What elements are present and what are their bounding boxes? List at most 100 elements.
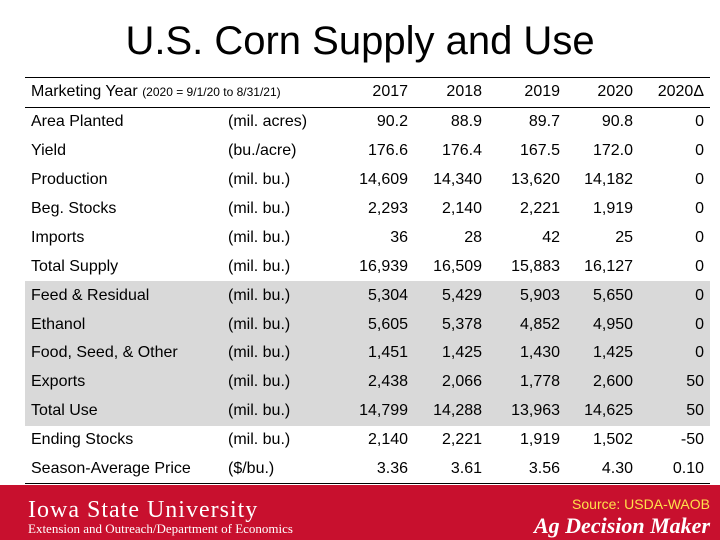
table-row: Ethanol (mil. bu.) 5,605 5,378 4,852 4,950 0 — [25, 310, 711, 340]
value-cell: 14,340 — [433, 171, 483, 189]
row-label: Food, Seed, & Other — [25, 339, 222, 368]
value-cell: 4,852 — [488, 310, 567, 340]
value-cell: 2,438 — [339, 367, 415, 397]
row-unit: (bu./acre) — [228, 142, 297, 160]
page-title: U.S. Corn Supply and Use — [125, 19, 595, 63]
value-cell: 90.8 — [601, 113, 634, 131]
table-row: Exports (mil. bu.) 2,438 2,066 1,778 2,600 50 — [25, 367, 711, 397]
row-unit: (mil. bu.) — [222, 396, 340, 426]
table-row: Season-Average Price ($/bu.) 3.36 3.61 3.56 4… — [25, 455, 711, 484]
value-cell: 50 — [639, 396, 711, 426]
table-row: Beg. Stocks (mil. bu.) 2,293 2,140 2,221 1,91… — [25, 195, 710, 224]
value-cell: 1,919 — [592, 200, 634, 217]
value-cell: 0 — [639, 281, 711, 311]
year-header: 2019 — [524, 83, 561, 101]
value-cell: 0 — [695, 171, 705, 189]
value-cell: 13,963 — [488, 396, 567, 426]
value-cell: 50 — [639, 367, 711, 397]
value-cell: 14,182 — [584, 171, 634, 189]
value-cell: 16,509 — [433, 257, 483, 275]
value-cell: 5,903 — [488, 281, 567, 311]
row-unit: (mil. bu.) — [222, 310, 340, 340]
table-row: Feed & Residual (mil. bu.) 5,304 5,429 5,903… — [25, 281, 711, 311]
value-cell: 14,625 — [566, 396, 640, 426]
value-cell: 1,778 — [488, 367, 567, 397]
table-row: Yield (bu./acre) 176.6 176.4 167.5 172.0 0 — [25, 137, 710, 166]
value-cell: 1,430 — [488, 339, 567, 368]
footer-bar — [0, 485, 720, 540]
marketing-year-label: Marketing Year — [31, 83, 138, 101]
value-cell: 1,919 — [519, 431, 561, 449]
marketing-year-header: Marketing Year (2020 = 9/1/20 to 8/31/21… — [25, 78, 339, 108]
table-row: Total Supply (mil. bu.) 16,939 16,509 15,883… — [25, 252, 710, 281]
value-cell: 2,140 — [441, 200, 483, 217]
value-cell: 28 — [464, 228, 483, 246]
value-cell: 0 — [639, 310, 711, 340]
row-label: Total Supply — [31, 257, 119, 275]
value-cell: 25 — [615, 228, 634, 246]
year-header: 2017 — [372, 83, 409, 101]
row-label: Beg. Stocks — [31, 200, 117, 217]
row-label: Area Planted — [31, 113, 124, 131]
value-cell: 2,293 — [367, 200, 409, 217]
value-cell: 14,609 — [359, 171, 409, 189]
table-row: Ending Stocks (mil. bu.) 2,140 2,221 1,919 1,… — [25, 426, 710, 455]
value-cell: 16,939 — [359, 257, 409, 275]
brand-logo: Ag Decision Maker — [534, 513, 710, 538]
value-cell: 90.2 — [376, 113, 409, 131]
value-cell: 16,127 — [584, 257, 634, 275]
value-cell: 0 — [695, 200, 705, 217]
value-cell: 176.4 — [441, 142, 483, 160]
row-label: Imports — [31, 228, 85, 246]
value-cell: 1,425 — [566, 339, 640, 368]
value-cell: 3.61 — [450, 460, 483, 478]
value-cell: 0 — [695, 142, 705, 160]
row-label: Season-Average Price — [31, 460, 191, 478]
value-cell: 176.6 — [367, 142, 409, 160]
value-cell: 0.10 — [672, 460, 705, 478]
table-row: Total Use (mil. bu.) 14,799 14,288 13,963 14,… — [25, 396, 711, 426]
row-unit: (mil. bu.) — [222, 339, 340, 368]
value-cell: 15,883 — [511, 257, 561, 275]
value-cell: 3.56 — [528, 460, 561, 478]
value-cell: 2,600 — [566, 367, 640, 397]
value-cell: 5,605 — [339, 310, 415, 340]
value-cell: 5,650 — [566, 281, 640, 311]
table-row: Area Planted (mil. acres) 90.2 88.9 89.7 90.8… — [25, 107, 710, 136]
table-row: Food, Seed, & Other (mil. bu.) 1,451 1,425 1… — [25, 339, 711, 368]
value-cell: 5,378 — [414, 310, 489, 340]
row-label: Production — [31, 171, 108, 189]
value-cell: 36 — [390, 228, 409, 246]
year-header: 2020 — [597, 83, 634, 101]
row-unit: ($/bu.) — [228, 460, 275, 478]
value-cell: 0 — [695, 228, 705, 246]
value-cell: 88.9 — [450, 113, 483, 131]
value-cell: -50 — [680, 431, 705, 449]
row-unit: (mil. bu.) — [222, 367, 340, 397]
university-logo: Iowa State University — [28, 497, 259, 523]
table-header-row: Marketing Year (2020 = 9/1/20 to 8/31/21… — [25, 77, 711, 108]
value-cell: 4,950 — [566, 310, 640, 340]
row-label: Total Use — [25, 396, 222, 426]
value-cell: 2,221 — [441, 431, 483, 449]
value-cell: 2,066 — [414, 367, 489, 397]
row-label: Exports — [25, 367, 222, 397]
year-header: 2018 — [446, 83, 483, 101]
department-text: Extension and Outreach/Department of Eco… — [28, 521, 293, 536]
supply-demand-table: Marketing Year (2020 = 9/1/20 to 8/31/21… — [25, 77, 711, 484]
row-unit: (mil. bu.) — [228, 431, 291, 449]
table-row: Imports (mil. bu.) 36 28 42 25 0 — [25, 223, 710, 252]
row-label: Ending Stocks — [31, 431, 134, 449]
value-cell: 42 — [542, 228, 561, 246]
value-cell: 1,451 — [339, 339, 415, 368]
value-cell: 0 — [695, 257, 705, 275]
value-cell: 1,425 — [414, 339, 489, 368]
table-row: Production (mil. bu.) 14,609 14,340 13,620 14… — [25, 166, 710, 195]
row-unit: (mil. bu.) — [222, 281, 340, 311]
row-label: Ethanol — [25, 310, 222, 340]
row-unit: (mil. bu.) — [228, 228, 291, 246]
row-unit: (mil. bu.) — [228, 257, 291, 275]
row-unit: (mil. bu.) — [228, 171, 291, 189]
value-cell: 167.5 — [519, 142, 561, 160]
year-header: 2020Δ — [657, 83, 705, 101]
